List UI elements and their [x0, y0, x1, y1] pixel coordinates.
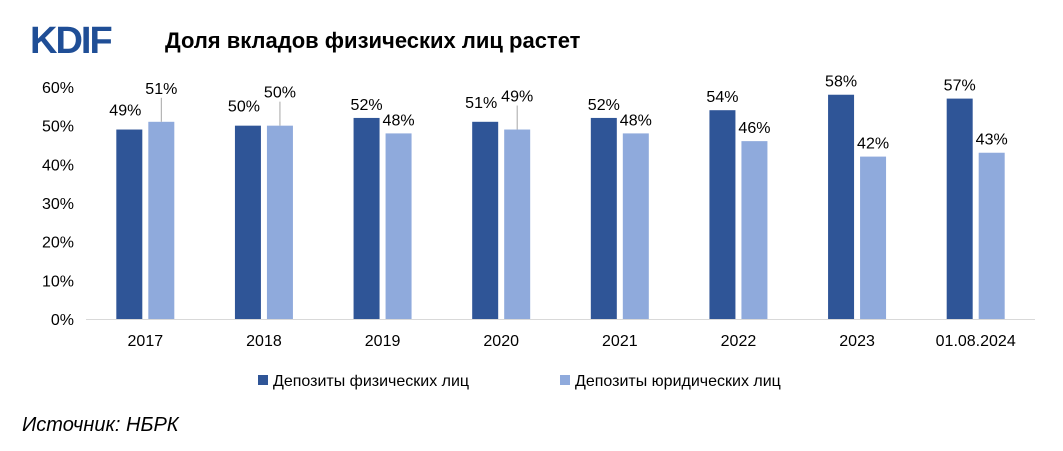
y-tick-label: 40% [42, 157, 74, 174]
data-label-series-2: 50% [264, 85, 296, 102]
bar-series-2 [860, 156, 887, 319]
data-label-series-1: 58% [825, 74, 857, 91]
bar-series-2 [978, 152, 1005, 319]
data-label-series-1: 52% [588, 97, 620, 114]
data-label-series-1: 49% [109, 103, 141, 120]
bar-series-1 [590, 117, 617, 319]
data-label-series-2: 51% [145, 81, 177, 98]
x-tick-label: 2020 [483, 333, 519, 350]
data-label-series-2: 42% [857, 136, 889, 153]
data-label-series-1: 57% [944, 78, 976, 95]
bar-chart: 0% 10% 20% 30% 40% 50% 60% 2017 2018 2019 2020 202… [42, 74, 1035, 390]
bar-series-2 [385, 133, 412, 319]
bar-series-2 [266, 125, 293, 320]
x-tick-label: 2018 [246, 333, 282, 350]
x-tick-label: 01.08.2024 [936, 333, 1016, 350]
data-label-series-2: 48% [383, 112, 415, 129]
data-label-series-2: 46% [738, 120, 770, 137]
y-tick-label: 30% [42, 196, 74, 213]
y-axis: 0% 10% 20% 30% 40% 50% 60% [42, 80, 74, 329]
data-label-series-1: 51% [465, 95, 497, 112]
data-label-series-1: 52% [351, 97, 383, 114]
bar-series-2 [741, 141, 768, 319]
bar-series-2 [504, 129, 531, 319]
y-tick-label: 0% [51, 312, 74, 329]
x-axis: 2017 2018 2019 2020 2021 2022 2023 01.08.2024 [86, 319, 1035, 350]
bar-series-2 [622, 133, 649, 319]
y-tick-label: 50% [42, 119, 74, 136]
x-tick-label: 2021 [602, 333, 638, 350]
legend-swatch-series-2 [560, 375, 570, 385]
x-tick-label: 2017 [128, 333, 164, 350]
legend-swatch-series-1 [258, 375, 268, 385]
bars [116, 94, 1005, 320]
chart-title: Доля вкладов физических лиц растет [165, 28, 581, 53]
source-note: Источник: НБРК [22, 414, 179, 436]
x-tick-label: 2022 [721, 333, 757, 350]
x-tick-label: 2019 [365, 333, 401, 350]
data-labels: 49%51%50%50%52%48%51% 49% 52%48%54%46%58%4… [109, 74, 1007, 153]
kdif-logo: KDIF [30, 20, 113, 62]
y-tick-label: 10% [42, 273, 74, 290]
bar-series-1 [946, 98, 973, 319]
legend: Депозиты физических лиц Депозиты юридичес… [258, 373, 781, 390]
data-label-series-2: 49% [501, 89, 533, 106]
data-label-series-2: 48% [620, 112, 652, 129]
bar-series-1 [116, 129, 143, 319]
y-tick-label: 20% [42, 235, 74, 252]
data-label-series-1: 54% [706, 89, 738, 106]
bar-series-1 [472, 121, 499, 319]
legend-label-series-1: Депозиты физических лиц [273, 373, 469, 390]
data-label-series-2: 43% [976, 132, 1008, 149]
y-tick-label: 60% [42, 80, 74, 97]
bar-series-1 [353, 117, 380, 319]
legend-label-series-2: Депозиты юридических лиц [575, 373, 781, 390]
x-tick-label: 2023 [839, 333, 875, 350]
bar-series-2 [148, 121, 175, 319]
bar-series-1 [709, 110, 736, 319]
bar-series-1 [828, 94, 855, 319]
bar-series-1 [234, 125, 261, 320]
data-label-series-1: 50% [228, 99, 260, 116]
